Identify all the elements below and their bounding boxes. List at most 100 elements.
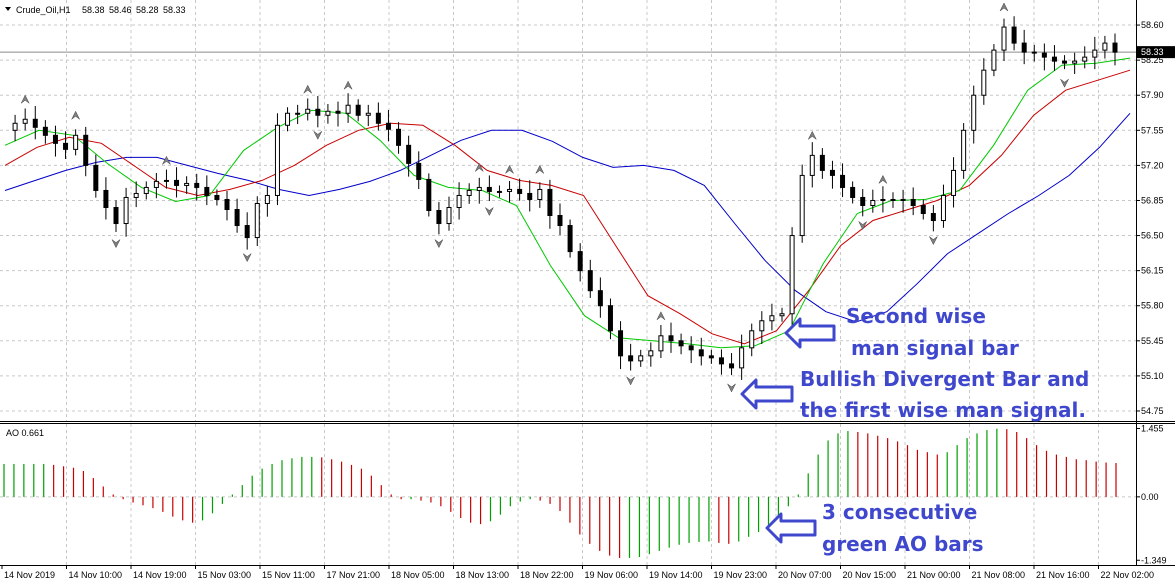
time-tick-label: 19 Nov 06:00 [585,570,639,580]
fractal-up-marker [20,94,30,104]
candle-bullish [184,182,190,186]
candle-bearish [708,355,714,359]
price-tick-label: 55.80 [1141,301,1164,311]
candle-bearish [607,305,613,332]
candle-bearish [335,110,341,114]
candle-bullish [971,94,977,131]
candle-bullish [638,355,644,362]
time-tick-label: 21 Nov 00:00 [907,570,961,580]
candle-bearish [718,357,724,365]
candle-bullish [951,169,957,196]
candle-bearish [234,208,240,227]
candle-bearish [204,186,210,196]
candle-bearish [567,225,573,253]
candle-bullish [285,112,291,126]
price-tick-label: 56.15 [1141,266,1164,276]
time-tick-label: 14 Nov 10:00 [69,570,123,580]
candle-bearish [829,169,835,176]
time-tick-label: 21 Nov 08:00 [972,570,1026,580]
candle-bearish [577,251,583,272]
price-tick-label: 58.60 [1141,20,1164,30]
fractal-up-marker [505,164,514,174]
candle-bullish [73,134,79,150]
annotation-ao-bars: 3 consecutive green AO bars [765,500,984,556]
candle-bullish [274,124,280,196]
candle-bearish [83,134,89,166]
candle-bullish [658,335,664,352]
candle-bearish [315,108,321,116]
candle-bullish [264,194,270,204]
price-tick-label: 57.55 [1141,125,1164,135]
fractal-down-marker [313,131,323,140]
candle-bullish [900,198,906,201]
candle-bullish [254,202,260,239]
candle-bearish [103,189,109,208]
ao-label: AO 0.661 [6,428,44,438]
candle-bearish [547,188,553,217]
chart-menu-icon[interactable] [5,7,11,11]
candle-bullish [476,186,482,191]
candle-bullish [991,49,997,71]
ohlc-open: 58.38 [82,5,105,15]
fractal-up-marker [656,311,666,320]
candle-bullish [940,194,946,222]
annotation-2-line-1: Bullish Divergent Bar and [800,367,1089,391]
annotation-bullish-divergent: Bullish Divergent Bar and the first wise… [740,367,1089,422]
price-tick-label: 54.75 [1141,406,1164,416]
candle-bearish [557,215,563,227]
ohlc-high: 58.46 [109,5,132,15]
time-tick-label: 20 Nov 07:00 [778,570,832,580]
price-tick-label: 57.90 [1141,90,1164,100]
candle-bullish [870,199,876,206]
candle-bearish [527,192,533,200]
fractal-down-marker [858,221,867,231]
time-tick-label: 18 Nov 13:00 [456,570,510,580]
candle-bearish [32,118,38,128]
candle-bearish [52,134,58,144]
candle-bullish [981,69,987,96]
candle-bullish [496,190,502,193]
candle-bullish [446,206,452,225]
candle-bearish [1112,42,1118,53]
fractal-up-marker [999,2,1009,12]
time-tick-label: 15 Nov 11:00 [262,570,315,580]
candle-bearish [517,188,523,194]
candle-bearish [597,290,603,307]
candle-bullish [1072,60,1078,64]
candle-bullish [769,315,775,322]
candle-bearish [486,186,492,192]
candle-bullish [163,179,169,182]
fractal-down-marker [485,207,494,217]
candle-bearish [930,213,936,222]
price-tick-label: 56.85 [1141,195,1164,205]
candle-bearish [93,164,99,191]
candle-bullish [1001,26,1007,51]
candle-bullish [648,350,654,357]
candle-bearish [628,355,634,362]
candle-bearish [224,198,230,210]
candle-bearish [406,144,412,164]
candle-bearish [840,174,846,188]
candle-bearish [416,162,422,180]
candle-bearish [618,330,624,357]
chart-symbol: Crude_Oil,H1 [16,5,71,15]
fractal-up-marker [878,174,888,184]
time-tick-label: 14 Nov 2019 [4,570,55,580]
current-price-label: 58.33 [1141,47,1164,57]
ohlc-low: 58.28 [136,5,159,15]
candle-bearish [244,225,250,239]
candle-bullish [12,122,18,131]
time-tick-label: 14 Nov 19:00 [133,570,187,580]
candle-bullish [749,330,755,349]
candles [12,16,1118,380]
candle-bearish [1051,56,1057,62]
candle-bearish [860,196,866,206]
candle-bearish [1011,26,1017,44]
candle-bullish [961,129,967,171]
fractal-up-marker [71,110,80,120]
candle-bearish [1031,51,1037,54]
time-tick-label: 18 Nov 05:00 [391,570,445,580]
candle-bearish [396,128,402,146]
